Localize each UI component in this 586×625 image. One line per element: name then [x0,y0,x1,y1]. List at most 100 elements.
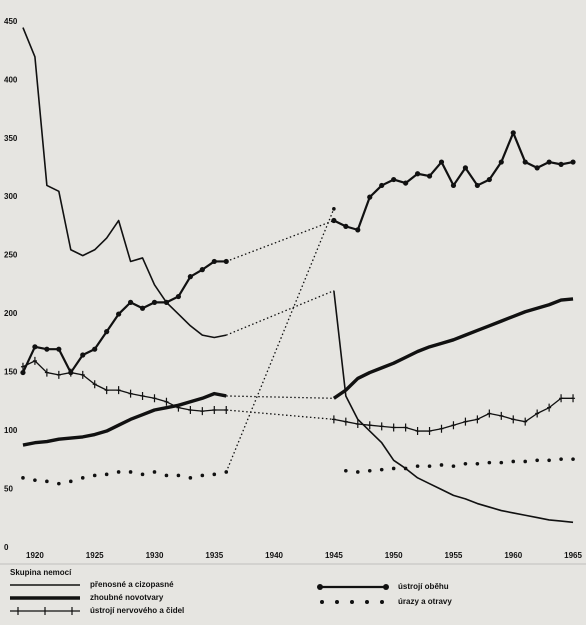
dot-marker [187,274,193,280]
legend-label: ústrojí nervového a čidel [90,606,184,615]
dot-point [57,481,61,486]
legend-label: úrazy a otravy [398,597,452,606]
cross-marker [427,427,432,436]
dot-point [21,476,25,480]
cross-marker [535,409,540,418]
cross-marker [571,394,576,403]
dot-marker [116,311,122,317]
cross-marker [415,427,420,436]
dot-marker [355,227,361,233]
legend-label: zhoubné novotvary [90,593,164,602]
cross-marker [152,394,157,403]
cross-marker [80,370,85,379]
dot-marker [56,346,62,352]
cross-marker [475,415,480,424]
cross-marker [331,415,336,424]
dot-point [80,476,85,480]
legend-label: ústrojí oběhu [398,582,449,591]
dot-marker [558,161,564,167]
dot-point [499,460,504,465]
dot-point [332,207,336,211]
cross-marker [164,397,169,406]
dot-marker [68,369,74,376]
dot-point [379,467,384,472]
series-line [332,297,574,400]
dot-marker [426,173,433,179]
dot-point [547,458,551,463]
cross-marker [188,405,193,414]
cross-marker [140,391,145,400]
series-line [22,27,227,339]
x-tick-label: 1965 [564,551,582,560]
dot-point [487,460,492,465]
dot-marker [486,176,492,183]
cross-marker [355,420,360,429]
cross-marker [212,405,217,414]
y-tick-label: 200 [4,309,18,318]
dot-marker [414,171,421,177]
dot-marker [450,182,457,189]
y-tick-label: 350 [4,134,18,143]
dot-marker [331,217,337,224]
cross-marker [403,423,408,432]
legend-marker [380,600,384,604]
legend-marker [365,600,369,604]
dot-marker [546,159,552,165]
dot-point [45,479,49,484]
cross-marker [439,424,444,433]
y-tick-label: 300 [4,192,18,201]
cross-marker [128,389,133,398]
cross-marker [547,403,552,412]
cross-marker [379,422,384,431]
dot-marker [92,346,98,352]
cross-marker [104,386,109,395]
legend-marker [320,600,324,604]
legend-marker [317,584,323,590]
dot-marker [391,176,397,183]
cross-marker [463,417,468,426]
cross-marker [487,409,492,418]
y-tick-label: 150 [4,368,18,377]
war-gap-connector [226,290,335,336]
dot-marker [127,299,134,305]
dot-point [511,459,516,464]
y-tick-label: 250 [4,251,18,260]
cross-marker [523,417,528,426]
dot-point [128,470,133,474]
cross-marker [343,417,348,426]
dot-point [92,473,97,478]
cross-marker [200,407,205,416]
dot-marker [175,293,182,300]
dot-marker [570,159,576,165]
cross-marker [56,370,61,379]
x-tick-label: 1920 [26,551,44,560]
dot-marker [438,159,445,165]
cross-marker [499,411,504,420]
dot-marker [211,258,217,265]
x-tick-label: 1935 [205,551,223,560]
dot-point [475,461,480,466]
y-tick-label: 100 [4,426,18,435]
dot-marker [498,159,504,165]
x-tick-label: 1945 [325,551,343,560]
dot-point [523,459,528,464]
dot-point [188,476,193,480]
war-gap-connector [225,208,335,473]
legend-label: přenosné a cizopasné [90,580,174,589]
cross-marker [116,386,121,395]
dot-marker [151,299,158,305]
dot-marker [343,223,349,229]
cross-marker [367,421,372,430]
legend-title: Skupina nemocí [10,568,72,577]
x-tick-label: 1925 [86,551,104,560]
dot-point [403,466,408,471]
dot-marker [462,165,469,171]
cross-marker [176,403,181,412]
legend-marker [350,600,354,604]
legend-marker [383,584,389,590]
cross-marker [20,362,25,371]
x-tick-label: 1950 [385,551,403,560]
dot-marker [403,180,409,186]
y-tick-label: 450 [4,17,18,26]
dot-point [152,470,157,474]
